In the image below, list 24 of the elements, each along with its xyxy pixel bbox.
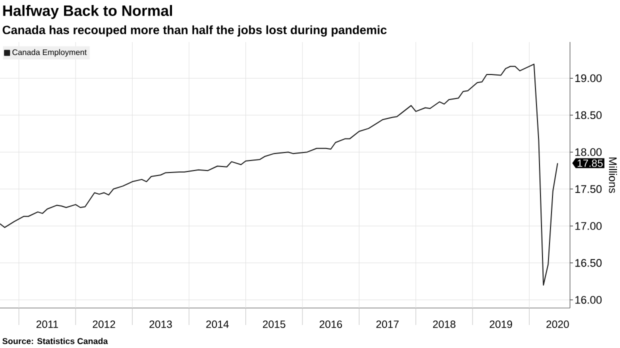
y-tick-label: 18.00	[575, 148, 602, 156]
x-tick-label: 2011	[36, 320, 58, 328]
y-axis-title: Millions	[608, 158, 618, 193]
x-tick-label: 2017	[376, 320, 399, 328]
x-tick-label: 2014	[206, 320, 229, 328]
y-tick-label: 19.00	[575, 74, 602, 82]
y-tick-label: 16.00	[575, 296, 602, 304]
x-tick-label: 2015	[262, 320, 286, 328]
y-tick-label: 16.50	[575, 259, 602, 267]
x-tick-label: 2013	[150, 320, 172, 328]
line-series	[0, 64, 558, 286]
chart-subtitle: Canada has recouped more than half the jobs lost during pandemic	[2, 25, 387, 37]
x-tick-label: 2012	[92, 320, 116, 328]
annotation: 17.85	[578, 159, 603, 167]
chart-title: Halfway Back to Normal	[3, 5, 172, 19]
y-tick-label: 17.00	[575, 222, 602, 230]
x-tick-label: 2018	[433, 320, 456, 328]
x-tick-label: 2016	[320, 320, 342, 328]
legend-label: Canada Employment	[12, 49, 87, 57]
x-tick-label: 2019	[490, 320, 512, 328]
y-tick-label: 18.50	[575, 111, 602, 120]
x-tick-label: 2020	[546, 320, 569, 328]
y-tick-label: 17.50	[575, 185, 602, 193]
source-note: Source: Statistics Canada	[2, 338, 108, 344]
